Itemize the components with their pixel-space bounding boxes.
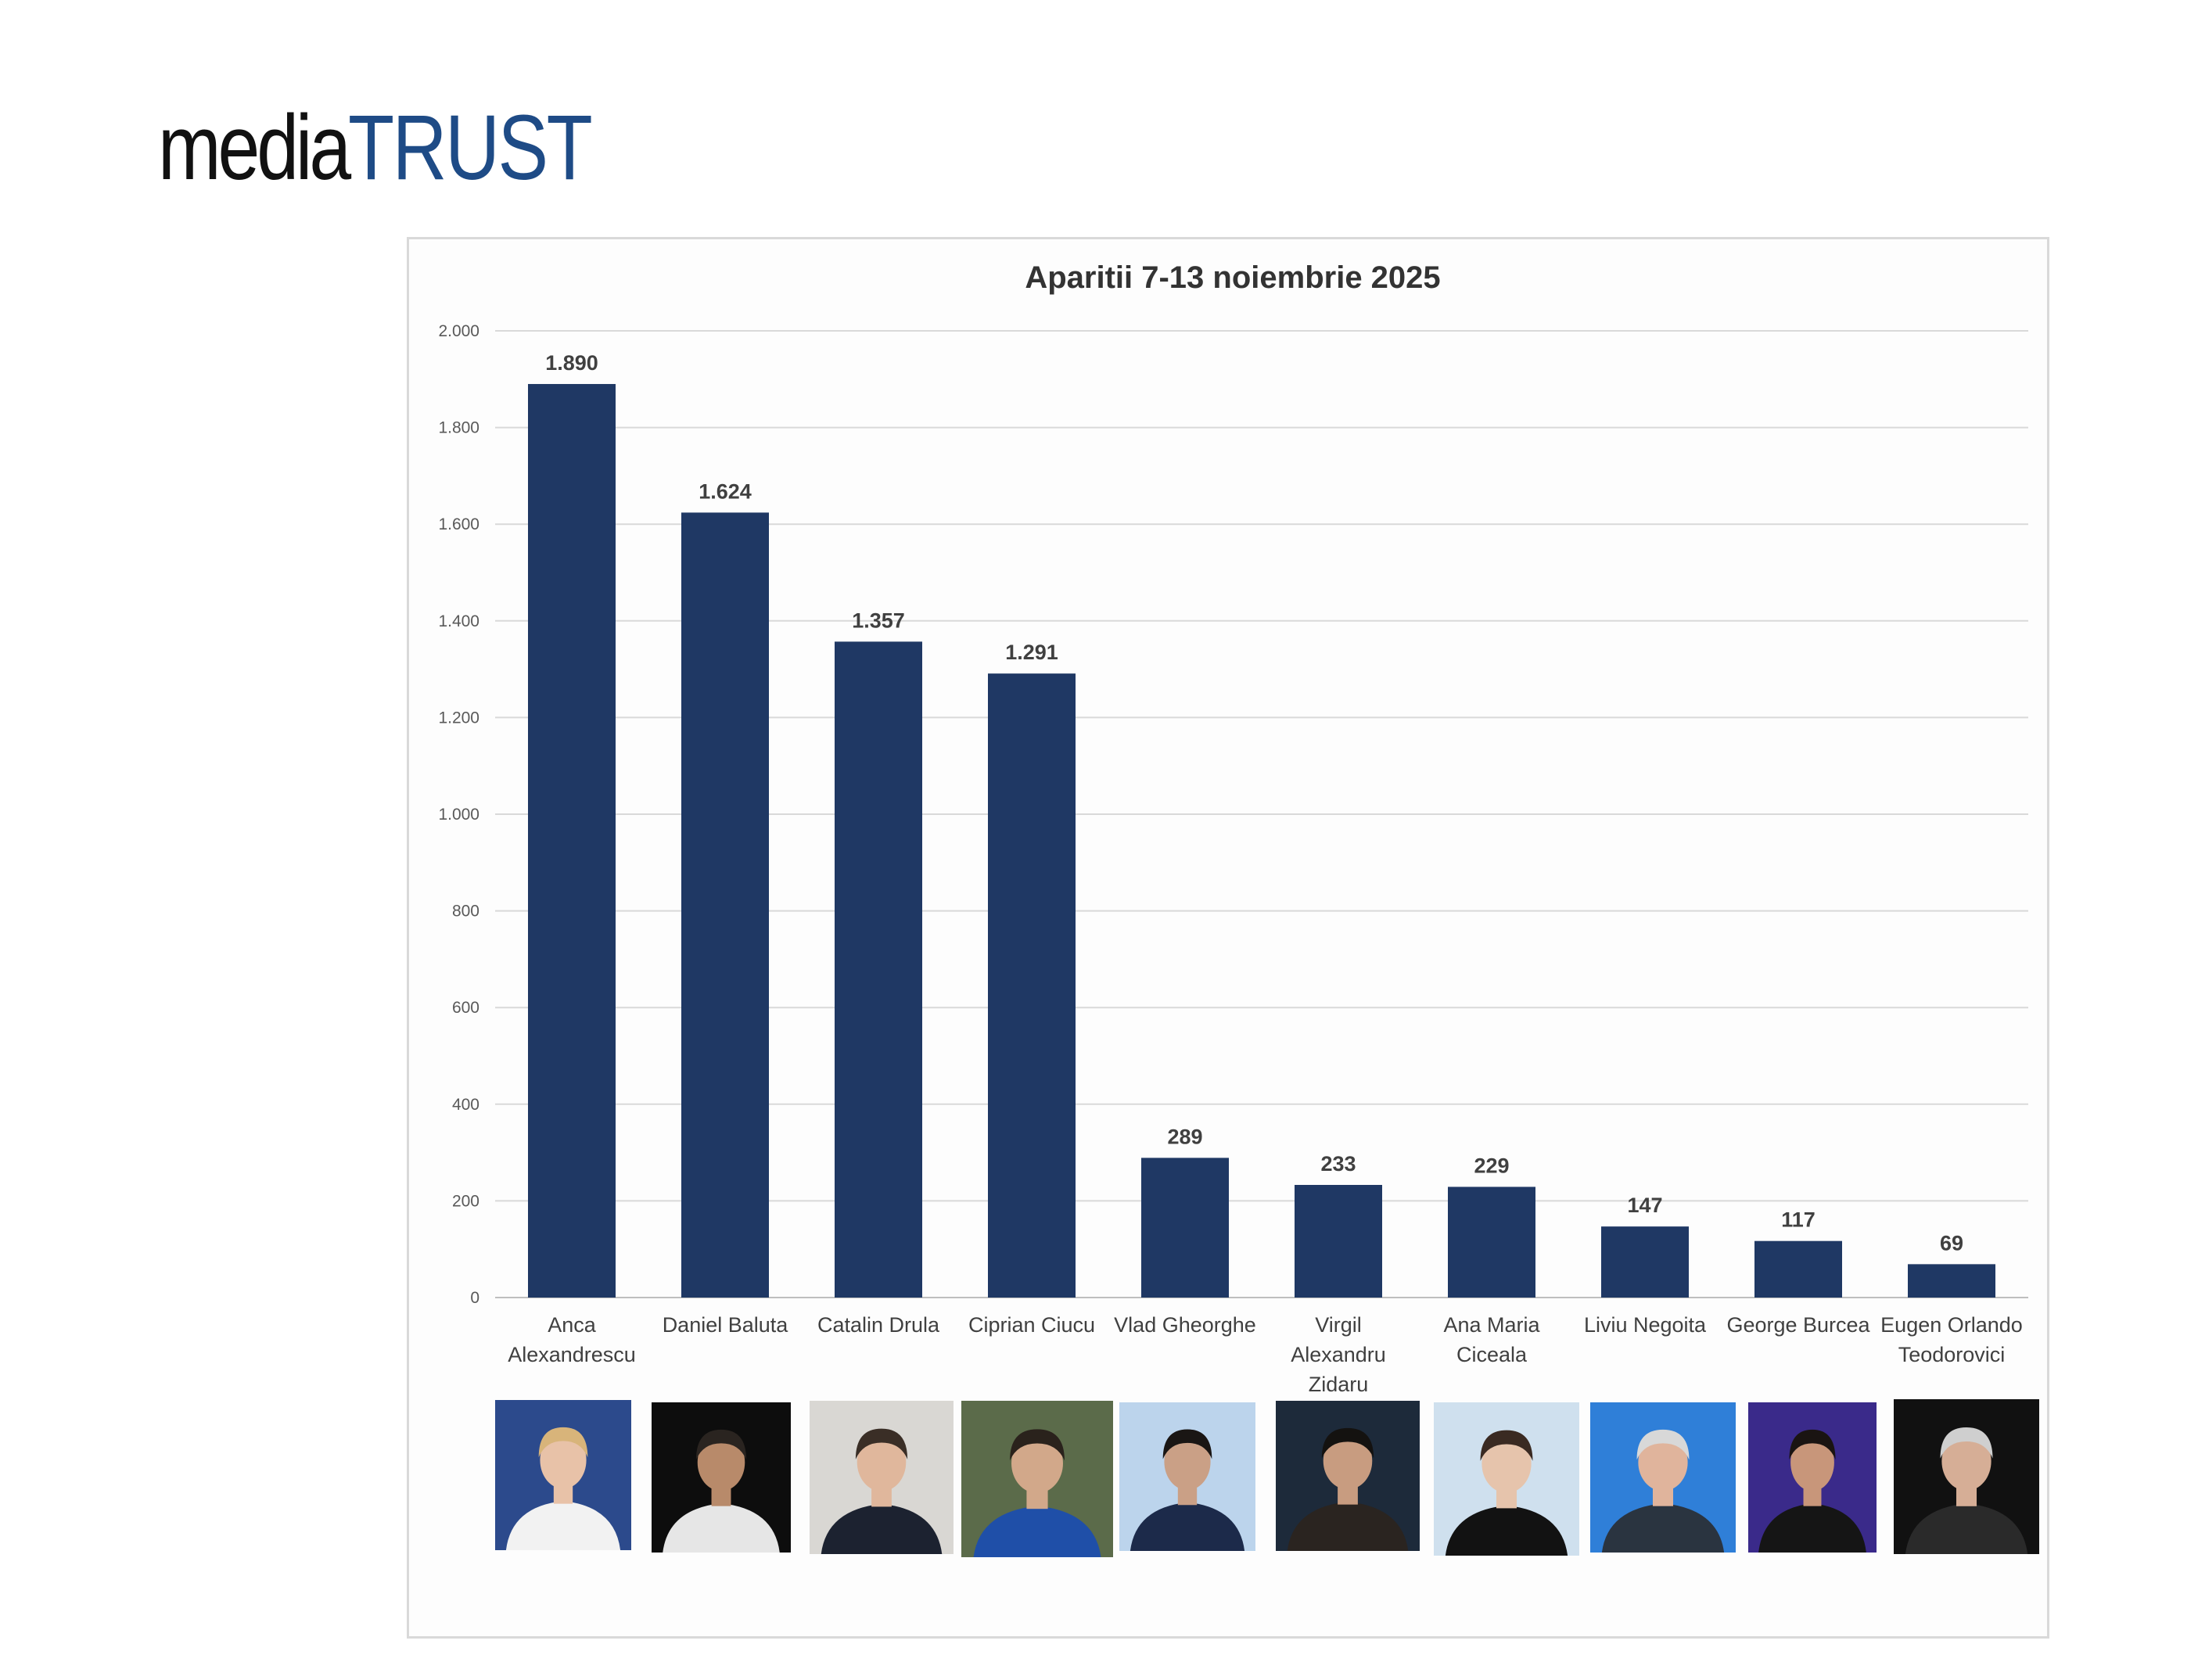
bar <box>1141 1158 1229 1298</box>
category-label-line: Catalin Drula <box>817 1313 940 1337</box>
category-label: Liviu Negoita <box>1584 1313 1707 1337</box>
category-label-line: Alexandrescu <box>508 1343 636 1366</box>
y-tick-label: 0 <box>470 1289 479 1307</box>
data-label: 147 <box>1627 1194 1662 1217</box>
data-label: 1.624 <box>699 479 752 503</box>
category-label-line: Liviu Negoita <box>1584 1313 1707 1337</box>
category-label-line: Daniel Baluta <box>663 1313 789 1337</box>
category-label-line: Eugen Orlando <box>1880 1313 2023 1337</box>
y-tick-label: 1.600 <box>438 515 479 533</box>
chart-title: Aparitii 7-13 noiembrie 2025 <box>1025 260 1440 295</box>
bar <box>1908 1264 1995 1298</box>
y-tick-label: 1.800 <box>438 419 479 437</box>
category-label: Eugen Orlando Teodorovici <box>1880 1313 2023 1366</box>
logo-text-media: media <box>158 96 351 199</box>
bar <box>681 512 769 1298</box>
data-label: 117 <box>1781 1208 1816 1232</box>
category-label: Ana Maria Ciceala <box>1443 1313 1540 1366</box>
category-label-line: Alexandru <box>1291 1343 1386 1366</box>
category-label-line: Virgil <box>1315 1313 1362 1337</box>
category-label: Anca Alexandrescu <box>508 1313 636 1366</box>
category-label-line: Anca <box>548 1313 597 1337</box>
bar-chart: Aparitii 7-13 noiembrie 2025 0 200 400 600 8… <box>438 260 2028 1396</box>
bar <box>1754 1240 1842 1298</box>
chart-panel: Aparitii 7-13 noiembrie 2025 0 200 400 600 8… <box>407 237 2049 1639</box>
logo-text-trust: TRUST <box>348 96 593 199</box>
data-label: 1.291 <box>1005 641 1058 664</box>
bar <box>1448 1186 1535 1298</box>
category-label: Daniel Baluta <box>663 1313 789 1337</box>
category-label: Ciprian Ciucu <box>968 1313 1095 1337</box>
data-label: 1.890 <box>545 351 598 375</box>
data-label: 69 <box>1940 1231 1963 1255</box>
category-label: Vlad Gheorghe <box>1114 1313 1256 1337</box>
category-label-line: Ciceala <box>1456 1343 1528 1366</box>
bar <box>835 641 922 1298</box>
category-label: Catalin Drula <box>817 1313 940 1337</box>
data-label: 229 <box>1474 1154 1509 1177</box>
category-label-line: Ciprian Ciucu <box>968 1313 1095 1337</box>
y-tick-label: 1.400 <box>438 612 479 630</box>
y-tick-label: 600 <box>452 999 479 1017</box>
data-label: 1.357 <box>852 608 905 632</box>
data-label: 289 <box>1167 1125 1202 1148</box>
bar <box>1601 1226 1689 1298</box>
mediatrust-logo: mediaTRUST <box>158 102 593 194</box>
y-tick-label: 1.200 <box>438 709 479 727</box>
data-label: 233 <box>1320 1152 1356 1176</box>
category-label-line: Zidaru <box>1309 1373 1369 1396</box>
category-label-line: Ana Maria <box>1443 1313 1540 1337</box>
category-label-line: Vlad Gheorghe <box>1114 1313 1256 1337</box>
category-label-line: George Burcea <box>1726 1313 1870 1337</box>
y-tick-label: 400 <box>452 1096 479 1114</box>
category-label-line: Teodorovici <box>1898 1343 2006 1366</box>
bar <box>1295 1185 1382 1298</box>
bar <box>988 673 1076 1298</box>
y-tick-label: 200 <box>452 1192 479 1210</box>
bar <box>528 383 616 1298</box>
y-tick-label: 2.000 <box>438 322 479 340</box>
y-tick-label: 800 <box>452 903 479 921</box>
category-label: George Burcea <box>1726 1313 1870 1337</box>
y-tick-label: 1.000 <box>438 806 479 824</box>
category-label: Virgil Alexandru Zidaru <box>1291 1313 1386 1396</box>
